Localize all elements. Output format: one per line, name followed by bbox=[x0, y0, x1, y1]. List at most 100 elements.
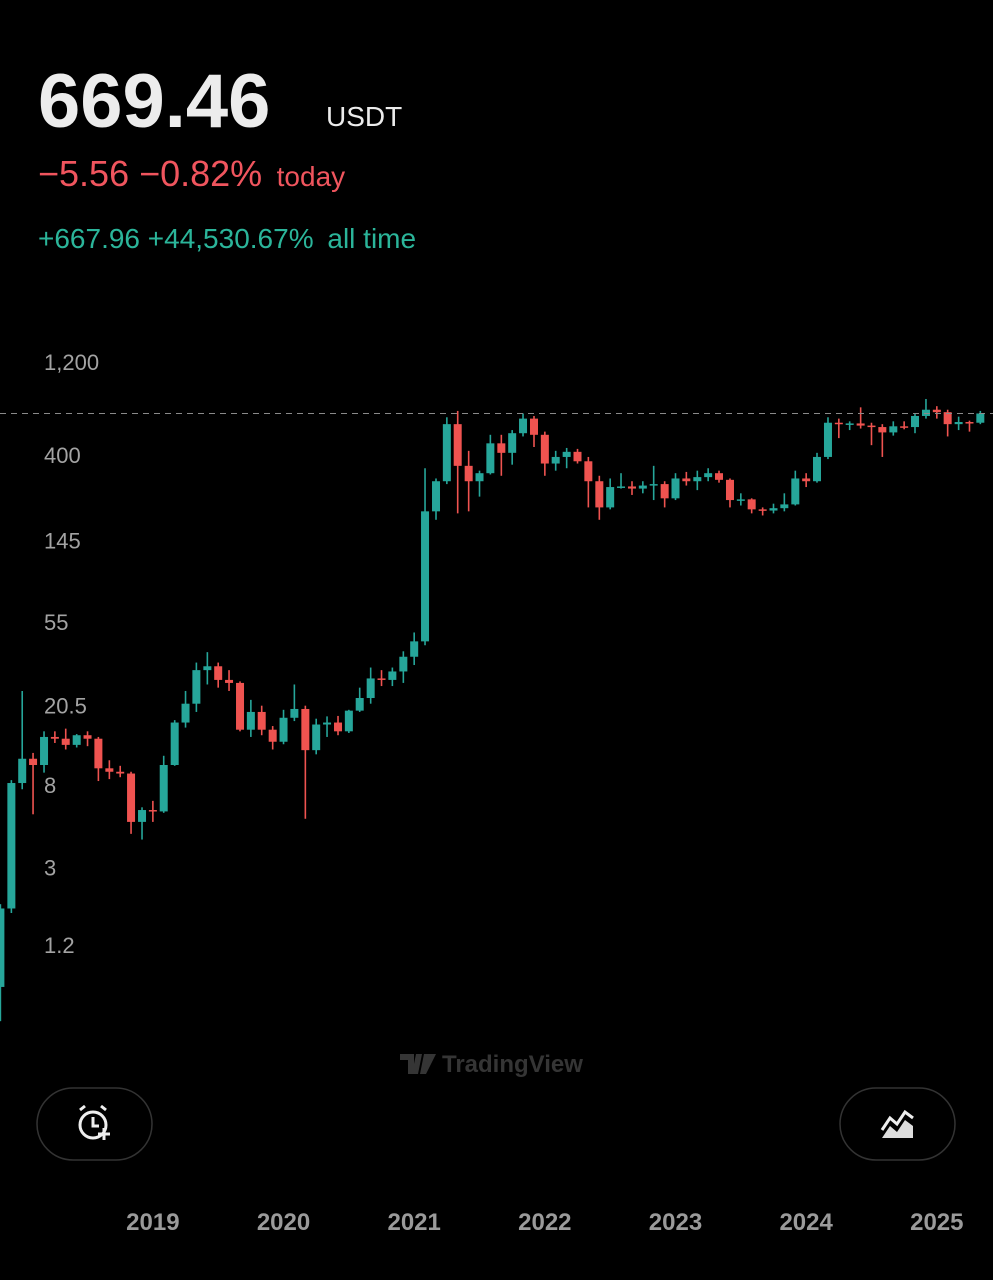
candle-body bbox=[453, 424, 462, 466]
candle-body bbox=[736, 499, 745, 501]
chart-style-icon bbox=[880, 1109, 914, 1138]
candle-body bbox=[943, 412, 952, 425]
candle-body bbox=[497, 443, 506, 453]
candle-body bbox=[246, 711, 255, 730]
candle-body bbox=[769, 508, 778, 511]
candle-body bbox=[823, 422, 832, 457]
candle-body bbox=[921, 409, 930, 416]
candle-body bbox=[72, 735, 81, 745]
candle-body bbox=[508, 433, 517, 453]
candle-body bbox=[50, 736, 59, 739]
candle-body bbox=[334, 722, 343, 732]
y-tick-label: 1.2 bbox=[44, 933, 75, 958]
candle-body bbox=[94, 738, 103, 769]
candle-body bbox=[192, 670, 201, 704]
candle-body bbox=[573, 451, 582, 462]
candle-body bbox=[867, 425, 876, 428]
candle-body bbox=[181, 703, 190, 723]
candle-body bbox=[355, 698, 364, 711]
candle-body bbox=[18, 758, 27, 784]
y-tick-label: 3 bbox=[44, 856, 56, 881]
candle-body bbox=[410, 641, 419, 657]
candle-body bbox=[976, 413, 985, 423]
candle-body bbox=[7, 783, 16, 909]
candle-body bbox=[257, 711, 266, 730]
x-tick-label: 2020 bbox=[257, 1209, 310, 1236]
candle-body bbox=[529, 418, 538, 435]
y-tick-label: 8 bbox=[44, 773, 56, 798]
candle-body bbox=[40, 736, 49, 766]
y-tick-label: 55 bbox=[44, 610, 68, 635]
candle-body bbox=[432, 481, 441, 512]
candle-body bbox=[682, 478, 691, 482]
candle-body bbox=[671, 478, 680, 499]
candle-body bbox=[965, 422, 974, 424]
candle-body bbox=[399, 656, 408, 672]
candle-body bbox=[61, 738, 70, 745]
today-label: today bbox=[277, 161, 346, 192]
candle-body bbox=[932, 409, 941, 413]
candle-body bbox=[954, 422, 963, 425]
change-all-time-line: +667.96 +44,530.67% all time bbox=[38, 223, 416, 254]
candle-body bbox=[225, 679, 234, 683]
candle-body bbox=[138, 810, 147, 822]
candle-body bbox=[704, 473, 713, 478]
candle-body bbox=[388, 671, 397, 680]
candle-body bbox=[323, 722, 332, 725]
x-tick-label: 2021 bbox=[387, 1209, 440, 1236]
x-tick-label: 2025 bbox=[910, 1209, 963, 1236]
candle-body bbox=[725, 479, 734, 501]
candle-body bbox=[638, 485, 647, 489]
candle-body bbox=[834, 422, 843, 425]
y-tick-label: 145 bbox=[44, 528, 81, 553]
x-tick-label: 2022 bbox=[518, 1209, 571, 1236]
candle-body bbox=[660, 484, 669, 499]
candle-body bbox=[845, 423, 854, 425]
candle-body bbox=[627, 486, 636, 489]
candle-body bbox=[442, 424, 451, 482]
alert-icon bbox=[78, 1104, 110, 1140]
candle-body bbox=[312, 724, 321, 751]
price: 669.46 bbox=[38, 59, 270, 144]
change-today-line: −5.56 −0.82% today bbox=[38, 153, 345, 194]
candle-body bbox=[802, 478, 811, 482]
candle-body bbox=[584, 461, 593, 482]
candle-body bbox=[878, 427, 887, 433]
candle-body bbox=[475, 473, 484, 482]
candle-body bbox=[268, 729, 277, 742]
candle-body bbox=[279, 717, 288, 742]
candle-body bbox=[377, 678, 386, 680]
candle-body bbox=[780, 504, 789, 509]
candle-body bbox=[0, 908, 5, 987]
candle-body bbox=[159, 765, 168, 812]
candle-body bbox=[301, 708, 310, 751]
candle-body bbox=[83, 735, 92, 739]
watermark-logo bbox=[400, 1054, 436, 1074]
candle-body bbox=[170, 722, 179, 766]
all-time-label: all time bbox=[327, 223, 416, 254]
candle-body bbox=[551, 456, 560, 464]
candle-body bbox=[366, 678, 375, 699]
candle-body bbox=[606, 487, 615, 508]
y-tick-label: 1,200 bbox=[44, 350, 99, 375]
candle-body bbox=[127, 773, 136, 822]
x-tick-label: 2019 bbox=[126, 1209, 179, 1236]
candle-body bbox=[290, 708, 299, 718]
candle-body bbox=[116, 771, 125, 774]
candle-body bbox=[421, 511, 430, 642]
candle-body bbox=[715, 473, 724, 480]
candle-body bbox=[344, 710, 353, 732]
change-today: −5.56 −0.82% bbox=[38, 153, 262, 194]
candle-body bbox=[464, 465, 473, 482]
candle-body bbox=[856, 423, 865, 426]
candle-body bbox=[486, 443, 495, 474]
currency: USDT bbox=[326, 101, 402, 132]
candle-body bbox=[519, 418, 528, 434]
candle-body bbox=[758, 509, 767, 511]
x-tick-label: 2024 bbox=[779, 1209, 833, 1236]
y-tick-label: 400 bbox=[44, 443, 81, 468]
candle-body bbox=[203, 666, 212, 671]
watermark: TradingView bbox=[400, 1051, 583, 1078]
